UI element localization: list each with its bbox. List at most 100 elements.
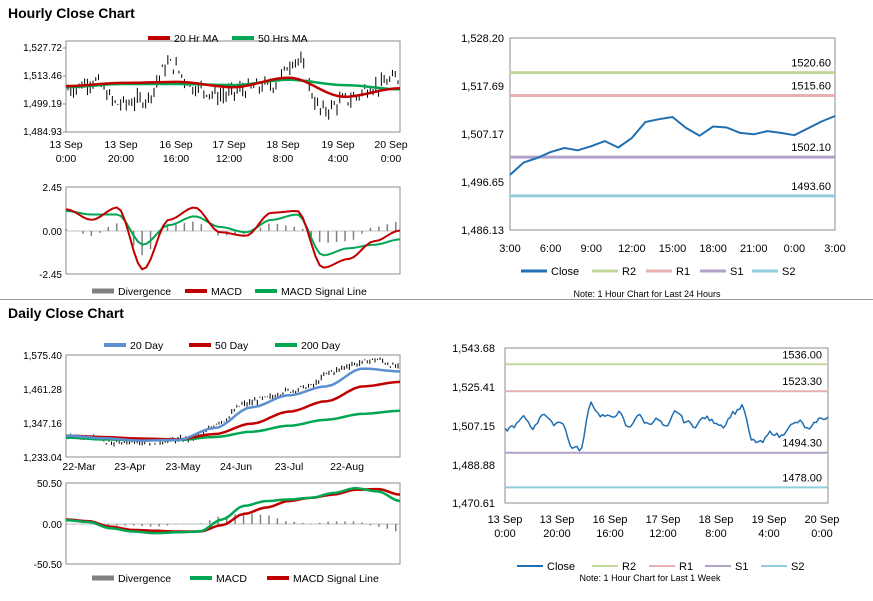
section-divider [0,299,873,300]
daily-pivot-close-line [504,401,829,452]
daily-pivot-x-tick: 16:00 [596,528,624,540]
hourly-pivot-legend-label-r1: R1 [676,266,690,278]
hourly-pivot-close-line [509,115,836,176]
daily-pivot-plot-area [504,347,829,504]
daily-legend-20-day-label: 20 Day [130,340,164,352]
hourly-macd-line [65,206,401,271]
daily-pivot-legend-label-s1: S1 [735,561,748,573]
hourly-pivot-x-tick: 15:00 [659,243,687,255]
hourly-pivot-legend-label-close: Close [551,266,579,278]
hourly-pivot-x-tick: 0:00 [784,243,805,255]
daily-price-x-tick: 23-May [165,461,201,473]
hourly-pivot-legend-label-s1: S1 [730,266,743,278]
hourly-pivot-x-tick: 9:00 [581,243,602,255]
hourly-price-x-tick: 18 Sep [266,139,299,151]
daily-pivot-legend-label-r1: R1 [679,561,693,573]
daily-pivot-x-tick: 16 Sep [593,514,628,526]
hourly-macd-y-tick: 0.00 [43,227,63,238]
hourly-legend-macd-label: MACD [211,286,242,298]
daily-legend-200-day-label: 200 Day [301,340,341,352]
daily-pivot-s2-label: 1478.00 [782,472,822,484]
hourly-price-y-tick: 1,484.93 [23,127,62,138]
daily-price-x-tick: 23-Jul [275,461,304,473]
hourly-price-x-tick: 4:00 [328,153,349,165]
hourly-pivot-s1-label: 1502.10 [791,142,831,154]
daily-pivot-y-tick: 1,507.15 [452,421,495,433]
daily-macd-y-tick: 0.00 [43,520,63,531]
hourly-price-x-tick: 13 Sep [104,139,137,151]
hourly-pivot-x-tick: 3:00 [499,243,520,255]
hourly-pivot-x-tick: 18:00 [699,243,727,255]
daily-price-y-tick: 1,233.04 [23,453,62,464]
hourly-price-x-tick: 0:00 [56,153,77,165]
daily-pivot-y-tick: 1,525.41 [452,382,495,394]
daily-price-x-tick: 22-Mar [62,461,96,473]
daily-price-x-tick: 23-Apr [114,461,146,473]
daily-pivot-r1-label: 1523.30 [782,376,822,388]
daily-20-day-line [65,367,401,442]
hourly-price-y-tick: 1,513.46 [23,71,62,82]
daily-pivot-x-tick: 19 Sep [752,514,787,526]
hourly-pivot-y-tick: 1,486.13 [461,225,504,237]
hourly-price-x-tick: 20 Sep [374,139,407,151]
hourly-pivot-r1-label: 1515.60 [791,81,831,93]
daily-price-x-tick: 24-Jun [220,461,252,473]
daily-pivot-legend-label-s2: S2 [791,561,804,573]
daily-price-x-tick: 22-Aug [330,461,364,473]
hourly-price-x-tick: 16:00 [163,153,189,165]
daily-pivot-note: Note: 1 Hour Chart for Last 1 Week [580,573,721,583]
daily-pivot-r2-label: 1536.00 [782,349,822,361]
daily-macd-signal-line [65,487,401,533]
hourly-pivot-y-tick: 1,507.17 [461,129,504,141]
daily-pivot-x-tick: 18 Sep [699,514,734,526]
hourly-price-x-tick: 8:00 [273,153,294,165]
daily-macd-line [65,487,401,535]
hourly-pivot-x-tick: 6:00 [540,243,561,255]
daily-pivot-x-tick: 17 Sep [646,514,681,526]
daily-pivot-y-tick: 1,470.61 [452,498,495,510]
hourly-macd-y-tick: -2.45 [39,270,62,281]
daily-macd-y-tick: 50.50 [37,479,62,490]
hourly-price-x-tick: 17 Sep [212,139,245,151]
hourly-macd-y-tick: 2.45 [43,183,63,194]
hourly-pivot-r2-label: 1520.60 [791,58,831,70]
hourly-pivot-y-tick: 1,496.65 [461,177,504,189]
daily-pivot-legend-label-close: Close [547,561,575,573]
daily-pivot-x-tick: 8:00 [705,528,726,540]
daily-50-day-line [65,380,401,441]
daily-price-plot-area [65,354,401,458]
hourly-pivot-legend-label-r2: R2 [622,266,636,278]
hourly-pivot-note: Note: 1 Hour Chart for Last 24 Hours [573,289,721,299]
hourly-pivot-y-tick: 1,517.69 [461,81,504,93]
daily-pivot-x-tick: 20 Sep [805,514,840,526]
daily-pivot-x-tick: 13 Sep [540,514,575,526]
daily-pivot-x-tick: 0:00 [494,528,515,540]
daily-pivot-x-tick: 13 Sep [488,514,523,526]
daily-section-title: Daily Close Chart [8,305,124,321]
daily-price-y-tick: 1,461.28 [23,385,62,396]
hourly-macd-signal-line [65,210,401,257]
daily-legend-50-day-label: 50 Day [215,340,249,352]
daily-pivot-x-tick: 4:00 [758,528,779,540]
daily-legend-macd-signal-label: MACD Signal Line [293,573,379,585]
hourly-legend-divergence-label: Divergence [118,286,171,298]
hourly-pivot-x-tick: 12:00 [618,243,646,255]
daily-pivot-s1-label: 1494.30 [782,438,822,450]
hourly-price-x-tick: 16 Sep [159,139,192,151]
daily-pivot-x-tick: 12:00 [649,528,677,540]
hourly-legend-20hr-ma-label: 20 Hr MA [174,33,218,45]
hourly-section-title: Hourly Close Chart [8,5,135,21]
hourly-legend-macd-signal-label: MACD Signal Line [281,286,367,298]
hourly-price-x-tick: 12:00 [216,153,242,165]
hourly-pivot-y-tick: 1,528.20 [461,33,504,45]
hourly-legend-50hr-ma-label: 50 Hrs MA [258,33,308,45]
daily-200-day-line [65,409,401,442]
daily-pivot-y-tick: 1,488.88 [452,460,495,472]
hourly-price-y-tick: 1,499.19 [23,99,62,110]
hourly-pivot-plot-area [509,37,836,231]
hourly-pivot-x-tick: 21:00 [740,243,768,255]
hourly-pivot-s2-label: 1493.60 [791,181,831,193]
hourly-pivot-legend-label-s2: S2 [782,266,795,278]
hourly-pivot-x-tick: 3:00 [824,243,845,255]
